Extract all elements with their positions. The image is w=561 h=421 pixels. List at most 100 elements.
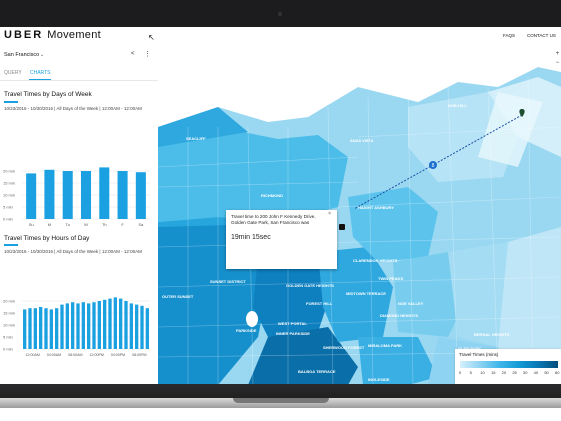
chart-bar[interactable] (81, 302, 85, 349)
y-tick-label: 10 min (3, 323, 15, 328)
chart-bar[interactable] (33, 308, 37, 349)
chart-bar[interactable] (140, 305, 144, 349)
chart-bar[interactable] (44, 308, 48, 349)
chart-bar[interactable] (97, 301, 101, 349)
legend-tick-label: 30 (523, 370, 528, 375)
chart-bar[interactable] (65, 303, 69, 349)
more-icon[interactable]: ⋮ (144, 51, 151, 58)
chart-bar[interactable] (145, 308, 149, 349)
map-label-noe-valley: NOE VALLEY (398, 301, 424, 306)
chart-bar[interactable] (28, 308, 32, 349)
y-tick-label: 15 min (3, 311, 15, 316)
region-golden-gate-heights (318, 247, 393, 342)
faqs-link[interactable]: FAQS (503, 33, 516, 38)
region-richmond (158, 129, 348, 222)
chart-bar[interactable] (92, 302, 96, 349)
y-tick-label: 0 min (3, 347, 13, 352)
legend-tick-label: 40 (533, 370, 539, 375)
days-chart-subtitle: 10/23/2016 - 10/30/2016 | All Days of th… (4, 106, 142, 111)
legend-ticks: 0 5 10 15 20 25 30 40 50 60 (459, 370, 559, 376)
x-tick-label: W (84, 222, 88, 227)
region-sunset-district (253, 252, 333, 337)
map-legend: Travel Times (mins) 0 5 10 15 20 25 30 40 50 60 (455, 349, 561, 385)
map-label-golden-gate-heights: GOLDEN GATE HEIGHTS (286, 283, 334, 288)
chart-bar[interactable] (55, 308, 59, 349)
app-logo[interactable]: UBER Movement (4, 29, 101, 41)
map-label-bernal: BERNAL HEIGHTS (474, 332, 510, 337)
chart-bar[interactable] (26, 173, 37, 219)
region-twin-peaks (393, 252, 468, 337)
hours-chart-subtitle: 10/23/2016 - 10/30/2016 | All Days of th… (4, 249, 142, 254)
popup-travel-time: 19min 15sec (231, 234, 271, 241)
zoom-out-button[interactable]: − (556, 60, 560, 66)
y-tick-label: 0 min (3, 217, 13, 222)
page-bottom (0, 408, 561, 421)
map-label-west-portal: WEST PORTAL (278, 321, 307, 326)
laptop-base (0, 398, 561, 408)
side-panel: San Francisco ⌄ < ⋮ QUERY CHARTS Travel … (0, 47, 159, 385)
chart-bar[interactable] (124, 301, 128, 349)
chart-bar[interactable] (71, 302, 75, 349)
chevron-down-icon[interactable]: ⌄ (40, 52, 45, 58)
chart-bar[interactable] (60, 304, 64, 349)
map-label-richmond: RICHMOND (261, 193, 283, 198)
contact-us-link[interactable]: CONTACT US (527, 33, 556, 38)
map-grid-lines (158, 76, 561, 385)
chart-bar[interactable] (39, 307, 43, 349)
x-tick-label: Su (29, 222, 34, 227)
chart-bar[interactable] (135, 304, 139, 349)
map-label-clarendon: CLARENDON HEIGHTS (353, 258, 398, 263)
map-label-miraloma: MIRALOMA PARK (368, 343, 402, 348)
days-chart-accent (4, 101, 18, 103)
chart-bar[interactable] (80, 171, 92, 219)
hours-chart-accent (4, 244, 18, 246)
chart-bar[interactable] (135, 172, 146, 219)
share-icon[interactable]: < (131, 51, 135, 57)
map-label-sherwood: SHERWOOD FOREST (323, 345, 365, 350)
origin-pin-icon[interactable] (519, 109, 525, 117)
map-canvas[interactable]: 8 SEACLIFF RICHMOND SUNSET DISTRICT GOLD… (158, 47, 561, 385)
chart-bar[interactable] (87, 303, 91, 349)
chart-bar[interactable] (108, 298, 112, 349)
zoom-control (554, 48, 561, 66)
map-label-sunset: SUNSET DISTRICT (210, 279, 246, 284)
map-bay-water (158, 47, 561, 127)
chart-bar[interactable] (119, 298, 123, 349)
map-label-outer-sunset: OUTER SUNSET (162, 294, 194, 299)
y-tick-label: 5 min (3, 335, 13, 340)
map-label-parkside: PARKSIDE (236, 328, 257, 333)
legend-tick-label: 0 (459, 370, 462, 375)
chart-bar[interactable] (62, 171, 73, 219)
tab-query[interactable]: QUERY (4, 70, 22, 76)
destination-marker-icon[interactable] (339, 224, 345, 230)
legend-tick-label: 10 (480, 370, 485, 375)
x-tick-label: 08:00AM (68, 353, 82, 357)
chart-bar[interactable] (49, 309, 53, 349)
zoom-in-button[interactable]: + (556, 51, 560, 57)
chart-bar[interactable] (103, 299, 107, 349)
chart-bar[interactable] (99, 167, 110, 219)
map[interactable]: 8 SEACLIFF RICHMOND SUNSET DISTRICT GOLD… (158, 47, 561, 385)
map-label-ingleside: INGLESIDE (368, 377, 390, 382)
tab-charts[interactable]: CHARTS (30, 70, 51, 76)
legend-tick-label: 60 (555, 370, 560, 375)
region-anza-vista (348, 187, 438, 262)
map-label-balboa: BALBOA TERRACE (298, 369, 336, 374)
chart-bar[interactable] (23, 309, 27, 349)
legend-title: Travel Times (mins) (459, 352, 499, 357)
mouse-cursor-icon: ↖ (148, 33, 155, 42)
chart-bar[interactable] (129, 303, 133, 349)
map-label-twin-peaks: TWIN PEAKS (378, 276, 403, 281)
x-tick-label: 04:00PM (111, 353, 125, 357)
chart-bar[interactable] (113, 297, 117, 349)
route-badge[interactable] (429, 161, 437, 169)
chart-bar[interactable] (44, 169, 55, 219)
city-selector[interactable]: San Francisco (4, 52, 40, 58)
close-icon[interactable]: × (328, 211, 332, 217)
chart-bar[interactable] (117, 171, 128, 219)
days-of-week-chart: 0 min 5 min 10 min 15 min 20 min Su M Tu W Th F Sa (3, 167, 150, 227)
travel-time-popup: Travel time to 200 John F Kennedy Drive,… (226, 210, 337, 269)
y-tick-label: 20 min (3, 299, 15, 304)
chart-bar[interactable] (76, 303, 80, 349)
x-tick-label: 04:00AM (47, 353, 61, 357)
